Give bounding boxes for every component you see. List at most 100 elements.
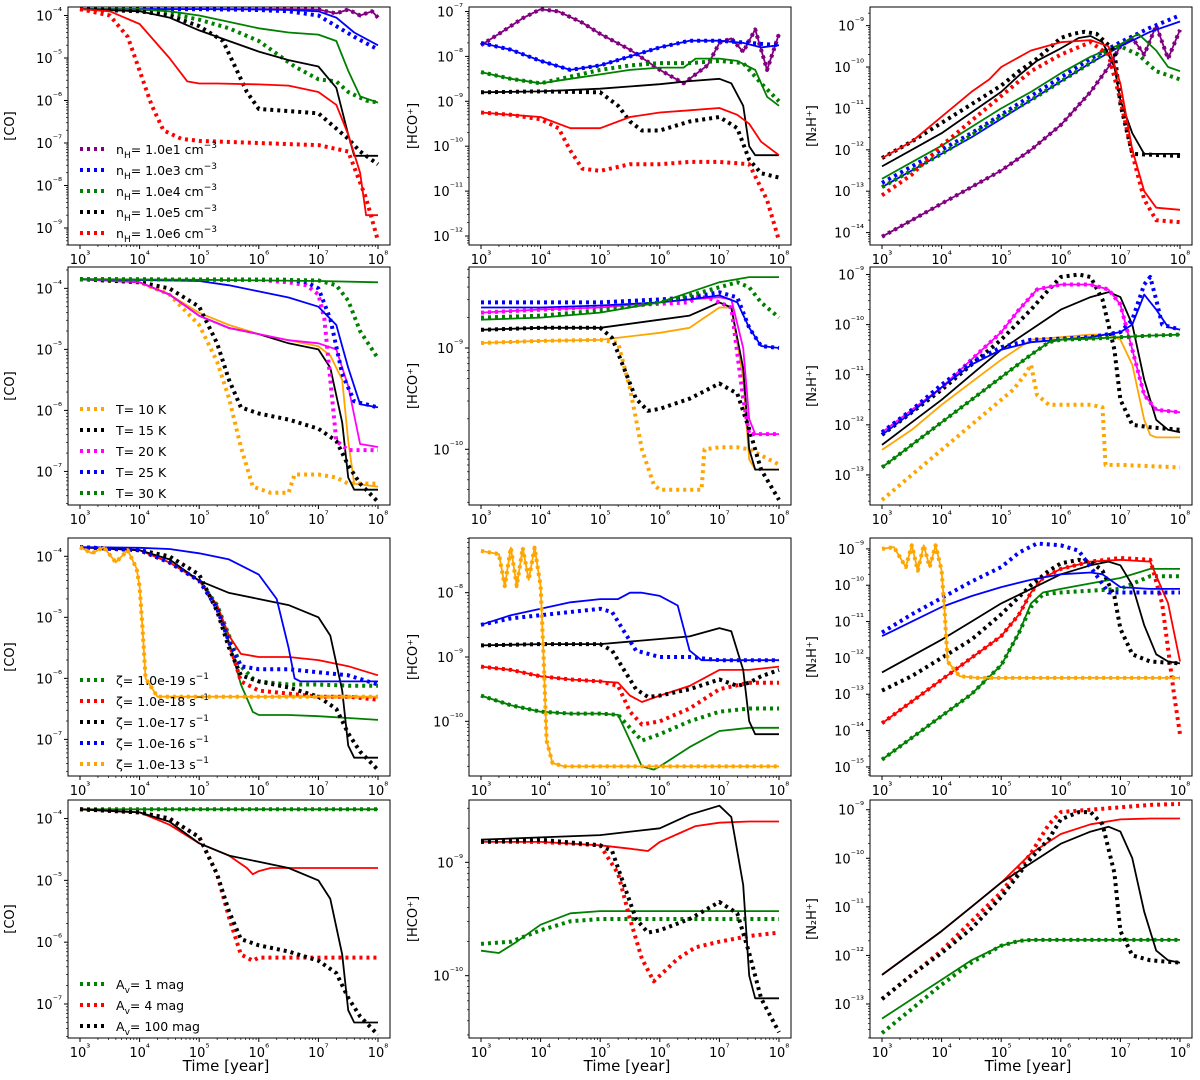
- x-tick-label: 10⁸: [1170, 1043, 1191, 1061]
- x-tick-label: 10⁷: [709, 510, 730, 528]
- series-line-green-dotted: [880, 937, 1180, 1035]
- y-axis-label: [HCO⁺]: [406, 896, 421, 942]
- x-tick-label: 10⁶: [1051, 250, 1072, 268]
- series-line-blue-solid: [79, 278, 379, 409]
- legend-entry: ζ= 1.0e-13 s−1: [116, 756, 209, 772]
- series-line-green-solid: [79, 8, 379, 104]
- series-line-blue-dotted: [80, 7, 379, 52]
- series-group: [880, 541, 1182, 762]
- x-tick-label: 10⁸: [368, 781, 389, 799]
- y-axis-label: [N₂H⁺]: [805, 365, 820, 407]
- x-tick-label: 10⁴: [931, 250, 952, 268]
- x-tick-label: 10⁷: [308, 781, 329, 799]
- plot-frame: [67, 799, 391, 1039]
- y-tick-label: 10⁻¹⁰: [433, 712, 463, 730]
- y-tick-label: 10⁻¹³: [834, 466, 864, 484]
- series-line-purple-solid: [480, 8, 780, 85]
- x-tick-label: 10⁶: [1051, 510, 1072, 528]
- x-tick-label: 10⁴: [530, 1043, 551, 1061]
- series-line-black-dotted: [79, 7, 380, 166]
- series-line-black-dotted: [881, 557, 1181, 693]
- x-axis-label-col-0: Time [year]: [182, 1057, 270, 1075]
- x-tick-label: 10³: [872, 510, 893, 528]
- series-line-black-solid: [881, 291, 1181, 446]
- series-line-black-solid: [881, 825, 1181, 976]
- x-tick-label: 10⁶: [650, 250, 671, 268]
- x-tick-label: 10³: [471, 1043, 492, 1061]
- series-group: [480, 804, 781, 1034]
- series-group: [79, 7, 380, 242]
- y-tick-label: 10⁻¹³: [834, 182, 864, 200]
- x-tick-label: 10⁶: [1051, 781, 1072, 799]
- y-tick-label: 10⁻¹⁰: [834, 576, 864, 594]
- series-group: [79, 277, 380, 504]
- x-tick-label: 10⁷: [1110, 250, 1131, 268]
- series-line-black-dotted: [480, 89, 780, 180]
- x-tick-label: 10⁶: [249, 250, 270, 268]
- series-group: [79, 807, 380, 1037]
- y-tick-label: 10⁻⁶: [36, 92, 62, 110]
- series-line-green-dotted: [79, 545, 378, 688]
- x-tick-label: 10⁶: [249, 781, 270, 799]
- y-tick-label: 10⁻⁵: [36, 340, 62, 358]
- x-tick-label: 10⁵: [991, 250, 1012, 268]
- x-tick-label: 10⁵: [189, 510, 210, 528]
- y-tick-label: 10⁻⁴: [36, 7, 62, 25]
- x-axis-label-col-2: Time [year]: [984, 1057, 1072, 1075]
- series-line-purple-dotted: [881, 23, 1182, 239]
- x-tick-label: 10³: [471, 250, 492, 268]
- x-tick-label: 10⁵: [991, 781, 1012, 799]
- plot-frame: [67, 266, 391, 506]
- series-line-orange-dotted: [881, 543, 1180, 680]
- series-line-green-solid: [480, 694, 779, 771]
- x-tick-label: 10³: [872, 250, 893, 268]
- y-axis-label: [HCO⁺]: [406, 103, 421, 149]
- x-tick-label: 10⁶: [249, 510, 270, 528]
- x-tick-label: 10³: [872, 1043, 893, 1061]
- series-line-red-solid: [79, 8, 378, 217]
- plot-frame: [67, 6, 391, 246]
- y-tick-label: 10⁻¹⁵: [834, 758, 864, 776]
- panel-r1c2: 10³ 10⁴ 10⁵ 10⁶ 10⁷ 10⁸ 10⁻¹³ 10⁻¹² 10⁻¹¹ 10⁻¹⁰ 10…: [805, 266, 1193, 528]
- y-axis-label: [N₂H⁺]: [805, 105, 820, 147]
- x-tick-label: 10⁸: [769, 1043, 790, 1061]
- legend-entry: Av= 100 mag: [116, 1019, 200, 1038]
- series-line-black-dotted: [881, 29, 1181, 160]
- x-tick-label: 10⁶: [249, 1043, 270, 1061]
- series-line-green-dotted: [480, 280, 781, 320]
- series-line-black-dotted: [79, 807, 380, 1037]
- plot-frame: [67, 537, 391, 777]
- series-line-blue-solid: [79, 546, 378, 683]
- y-tick-label: 10⁻¹²: [433, 227, 463, 245]
- series-line-green-solid: [480, 910, 779, 954]
- series-line-black-solid: [480, 77, 779, 157]
- plot-frame: [468, 266, 792, 506]
- y-tick-label: 10⁻⁹: [437, 648, 463, 666]
- series-line-black-solid: [480, 804, 779, 1000]
- series-line-orange-solid: [881, 544, 1180, 679]
- series-line-black-solid: [79, 808, 378, 1024]
- legend-entry: ζ= 1.0e-18 s−1: [116, 693, 209, 709]
- series-line-magenta-solid: [881, 283, 1181, 434]
- panel-r0c1: 10³ 10⁴ 10⁵ 10⁶ 10⁷ 10⁸ 10⁻¹² 10⁻¹¹ 10⁻¹⁰ 10⁻⁹ 10⁻…: [406, 2, 792, 268]
- series-line-red-dotted: [880, 40, 1181, 225]
- series-line-black-dotted: [480, 837, 781, 1034]
- series-line-black-dotted: [480, 642, 780, 699]
- series-line-green-dotted: [881, 44, 1181, 189]
- series-line-blue-dotted: [79, 545, 379, 687]
- series-line-black-dotted: [79, 545, 380, 772]
- y-axis-label: [N₂H⁺]: [805, 898, 820, 940]
- x-tick-label: 10⁵: [590, 510, 611, 528]
- series-line-red-dotted: [79, 807, 378, 963]
- series-line-red-solid: [79, 546, 379, 677]
- y-tick-label: 10⁻¹²: [834, 416, 864, 434]
- y-tick-label: 10⁻¹⁰: [834, 849, 864, 867]
- legend-entry: ζ= 1.0e-19 s−1: [116, 672, 209, 688]
- x-tick-label: 10⁴: [530, 781, 551, 799]
- y-tick-label: 10⁻⁹: [838, 266, 864, 284]
- series-line-orange-dotted: [480, 337, 780, 492]
- legend-entry: T= 30 K: [115, 486, 167, 501]
- series-line-green-solid: [480, 57, 780, 107]
- x-tick-label: 10⁴: [931, 510, 952, 528]
